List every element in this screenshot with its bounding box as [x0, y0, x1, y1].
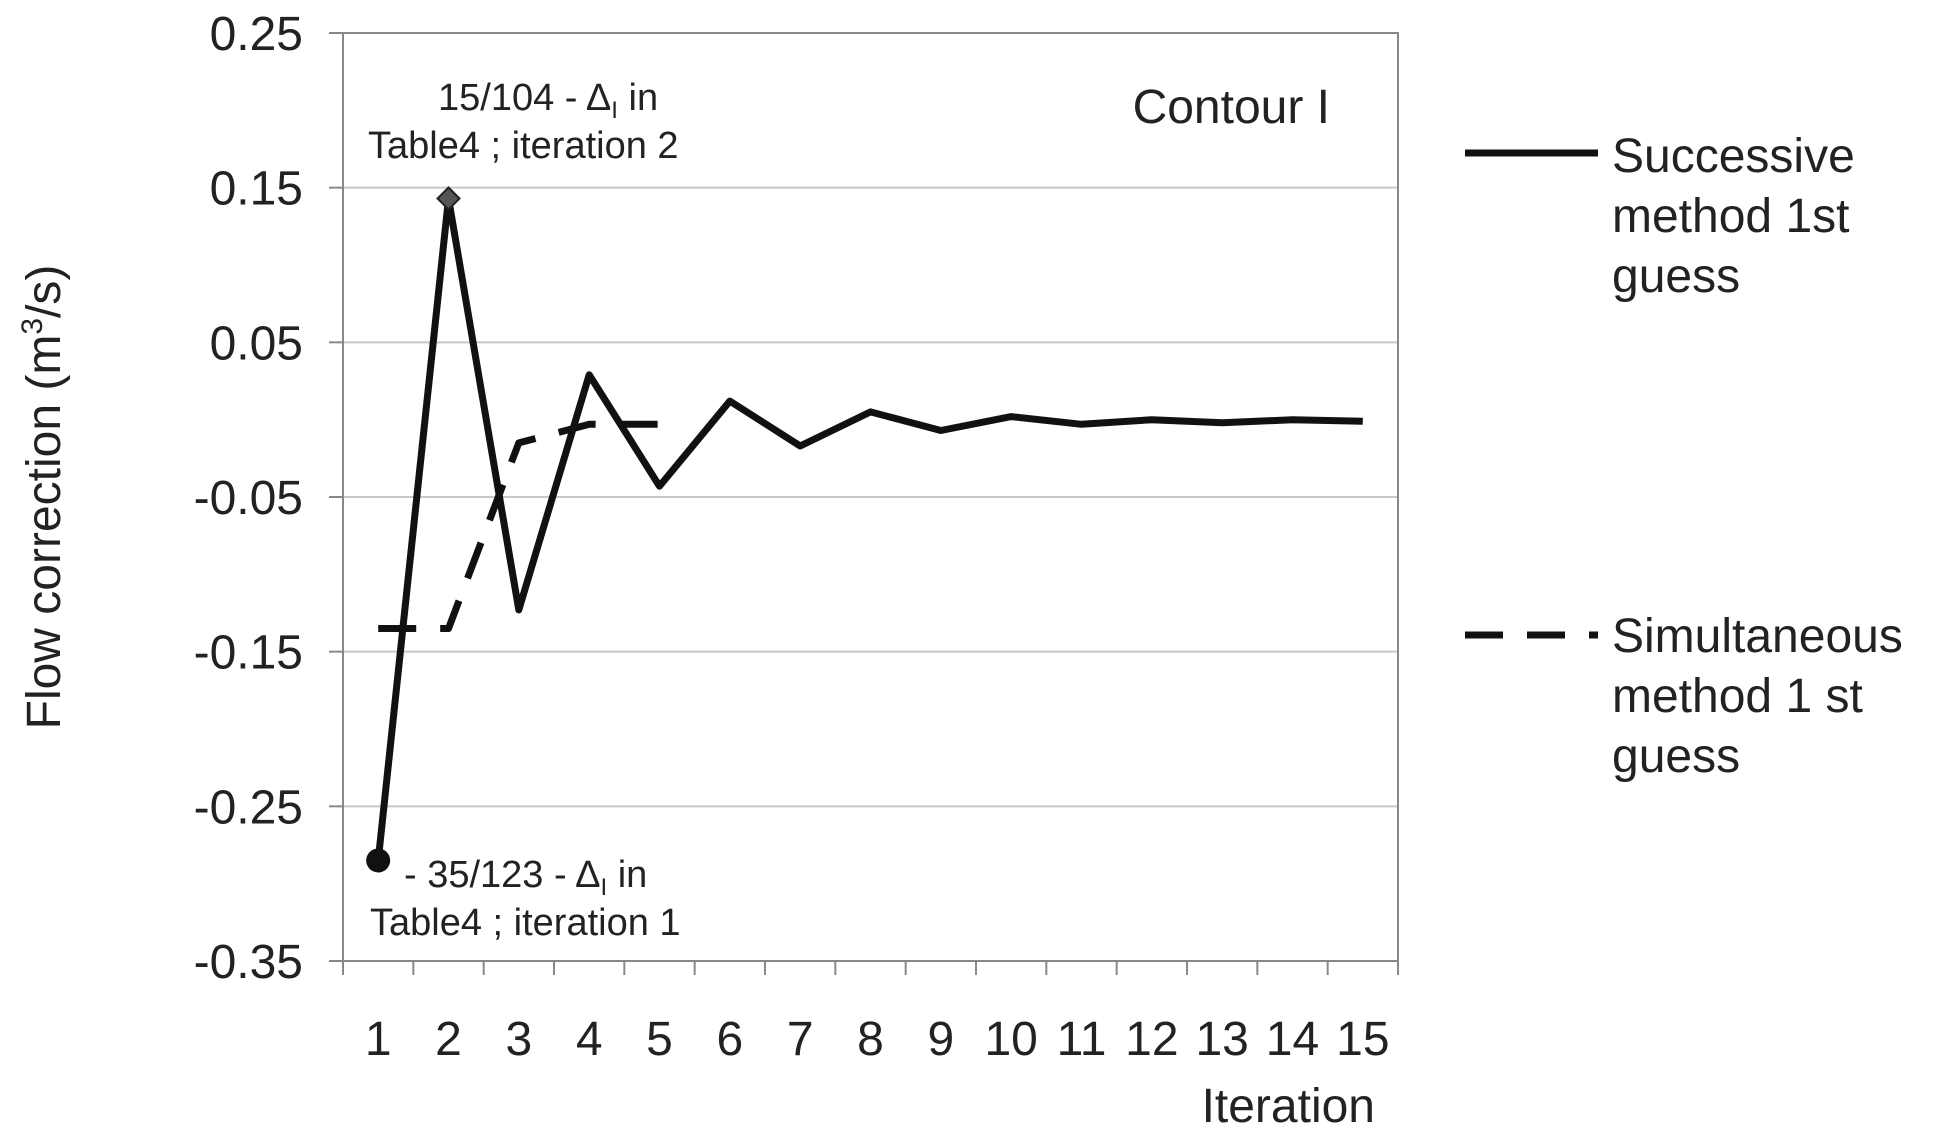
- x-tick-label: 11: [1057, 1013, 1107, 1066]
- legend-label-simultaneous-line2: method 1 st: [1612, 670, 1863, 723]
- series-line-simultaneous: [378, 420, 660, 632]
- annotation-markers: [366, 186, 461, 873]
- series-line-successive: [374, 195, 1363, 861]
- annotation-marker-circle: [366, 848, 391, 873]
- annotation-iteration-2-line2: Table4 ; iteration 2: [368, 125, 679, 167]
- x-tick-label: 1: [365, 1013, 392, 1066]
- x-tick-label: 4: [576, 1013, 603, 1066]
- legend-label-successive-line1: Successive: [1612, 130, 1855, 183]
- y-tick-label: 0.15: [210, 163, 303, 216]
- y-tick-label: 0.25: [210, 8, 303, 61]
- y-axis-title: Flow correction (m3/s): [16, 265, 71, 730]
- x-tick-label: 3: [505, 1013, 532, 1066]
- x-tick-label: 7: [787, 1013, 814, 1066]
- annotation-marker-diamond: [436, 186, 461, 211]
- contour-label: Contour I: [1133, 81, 1330, 134]
- y-tick-label: -0.05: [194, 472, 303, 525]
- x-tick-label: 5: [646, 1013, 673, 1066]
- legend-label-simultaneous-line1: Simultaneous: [1612, 610, 1903, 663]
- x-tick-label: 9: [927, 1013, 954, 1066]
- legend: Successive method 1st guess Simultaneous…: [1465, 130, 1903, 783]
- x-axis-title: Iteration: [1202, 1080, 1375, 1133]
- y-axis-title-end: /s): [18, 265, 71, 318]
- annotation-iteration-1-line1: - 35/123 - ΔI in: [404, 854, 647, 901]
- x-tick-label: 13: [1195, 1013, 1248, 1066]
- annotation-iteration-2-suffix: in: [618, 77, 658, 119]
- y-tick-label: -0.25: [194, 781, 303, 834]
- series-layer: [374, 195, 1363, 861]
- grid-lines: [343, 186, 1398, 808]
- legend-label-successive-line3: guess: [1612, 250, 1740, 303]
- y-axis-ticks: 0.25 0.15 0.05 -0.05 -0.15 -0.25 -0.35: [194, 8, 343, 989]
- x-tick-label: 10: [984, 1013, 1037, 1066]
- y-tick-label: -0.15: [194, 627, 303, 680]
- x-tick-label: 8: [857, 1013, 884, 1066]
- annotation-iteration-1-line2: Table4 ; iteration 1: [370, 902, 681, 944]
- x-tick-label: 14: [1266, 1013, 1319, 1066]
- y-axis-title-superscript: 3: [16, 318, 49, 335]
- annotation-iteration-1-subscript: I: [601, 874, 608, 901]
- y-tick-label: -0.35: [194, 936, 303, 989]
- x-tick-label: 6: [716, 1013, 743, 1066]
- legend-label-simultaneous-line3: guess: [1612, 730, 1740, 783]
- x-tick-label: 15: [1336, 1013, 1389, 1066]
- legend-label-successive-line2: method 1st: [1612, 190, 1849, 243]
- x-axis-ticks: 1 2 3 4 5 6 7 8 9 10 11 12 13 14 15: [342, 961, 1399, 1066]
- y-tick-label: 0.05: [210, 317, 303, 370]
- x-tick-label: 12: [1125, 1013, 1178, 1066]
- x-tick-label: 2: [435, 1013, 462, 1066]
- annotation-iteration-2-line1: 15/104 - ΔI in: [438, 77, 658, 124]
- annotation-iteration-2-subscript: I: [611, 97, 618, 124]
- annotation-iteration-1-suffix: in: [607, 854, 647, 896]
